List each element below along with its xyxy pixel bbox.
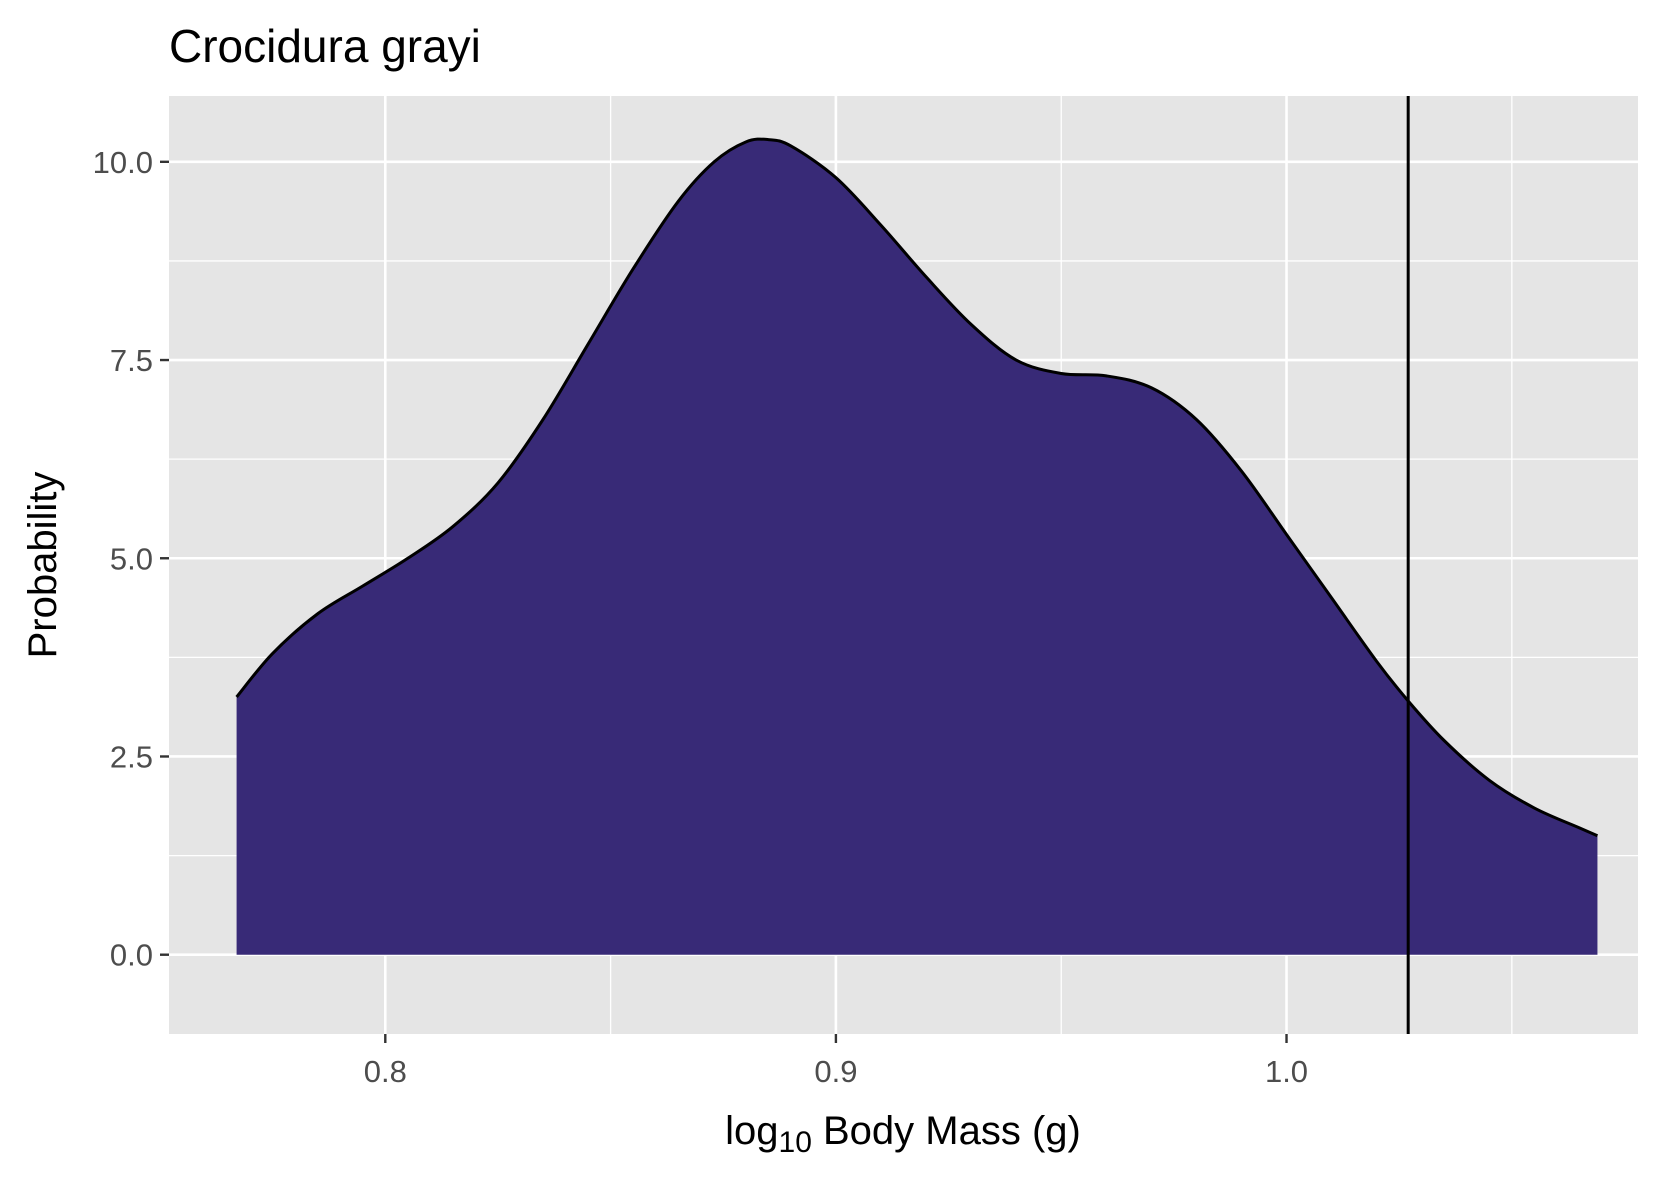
x-axis-ticks: 0.8 0.9 1.0 xyxy=(364,1034,1308,1089)
chart-title: Crocidura grayi xyxy=(169,20,481,72)
y-tick-label: 5.0 xyxy=(110,541,153,576)
x-tick-label: 0.8 xyxy=(364,1054,407,1089)
y-tick-label: 2.5 xyxy=(110,739,153,774)
density-outline xyxy=(235,137,1599,838)
x-axis-title-prefix: log xyxy=(725,1109,778,1153)
y-tick-label: 0.0 xyxy=(110,938,153,973)
x-axis-title-subscript: 10 xyxy=(779,1126,812,1159)
y-tick-label: 10.0 xyxy=(93,145,153,180)
x-tick-label: 0.9 xyxy=(814,1054,857,1089)
y-axis-ticks: 0.0 2.5 5.0 7.5 10.0 xyxy=(93,145,169,973)
y-tick-label: 7.5 xyxy=(110,343,153,378)
y-axis-title: Probability xyxy=(21,472,65,659)
density-area xyxy=(236,139,1598,955)
x-axis-title-suffix: Body Mass (g) xyxy=(812,1109,1081,1153)
x-tick-label: 1.0 xyxy=(1265,1054,1308,1089)
x-axis-title: log10 Body Mass (g) xyxy=(725,1109,1081,1159)
